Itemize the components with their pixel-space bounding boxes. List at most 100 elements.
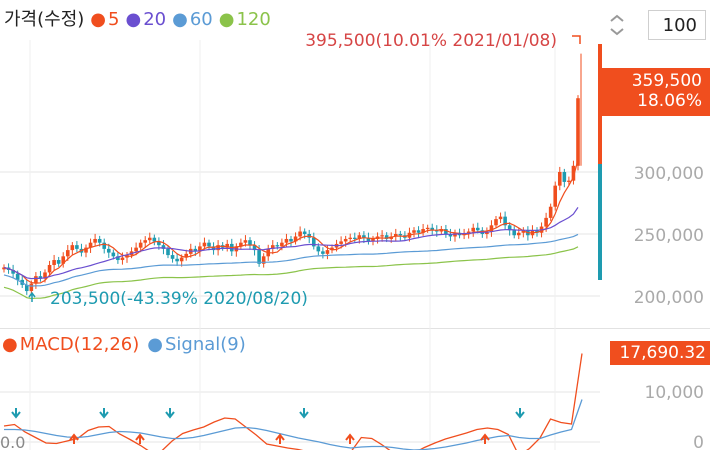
candle-body (339, 241, 343, 244)
sell-signal-icon (299, 408, 309, 419)
candle-body (494, 219, 498, 226)
candle-body (516, 232, 521, 236)
candle-body (512, 230, 517, 236)
candle-body (544, 217, 548, 227)
candle-body (471, 227, 476, 232)
legend-dot-icon: ● (2, 334, 18, 355)
candle-body (270, 245, 275, 249)
candle-body (179, 257, 184, 262)
candle-body (289, 238, 293, 242)
candle-body (298, 231, 302, 237)
macd-legend-item: Signal(9) (165, 334, 246, 355)
legend-dot-icon: ● (90, 9, 106, 30)
candle-body (43, 272, 47, 279)
candle-body (56, 260, 61, 264)
candle-body (106, 248, 111, 253)
buy-signal-icon (480, 433, 490, 444)
candle-body (521, 230, 526, 233)
candle-body (444, 229, 448, 234)
buy-signal-icon (135, 433, 145, 444)
candle-body (161, 245, 166, 249)
legend-dot-icon: ● (147, 334, 163, 355)
candle-body (97, 238, 102, 243)
range-bar-up (598, 44, 602, 164)
legend-dot-icon: ● (219, 9, 235, 30)
high-annotation: 395,500(10.01% 2021/01/08) (305, 31, 557, 51)
high-arrow-icon (572, 35, 581, 44)
candle-body (571, 165, 576, 181)
candle-body (193, 248, 198, 252)
candle-body (239, 242, 243, 247)
candle-body (93, 238, 97, 243)
candle-body (248, 240, 252, 246)
candle-body (352, 237, 357, 239)
range-bar-down (598, 164, 602, 280)
candle-body (70, 245, 75, 251)
candle-body (576, 98, 580, 166)
candle-body (166, 248, 170, 256)
ma-line-20 (3, 207, 579, 280)
candle-body (416, 230, 421, 233)
candle-body (507, 225, 512, 231)
candle-body (371, 238, 375, 242)
candle-body (448, 234, 453, 237)
legend-item-5: 5 (108, 9, 119, 30)
candle-body (75, 245, 79, 249)
candle-body (216, 245, 220, 251)
macd-legend-item: MACD(12,26) (20, 334, 140, 355)
macd-left-tick: 0.0 (0, 433, 25, 450)
candle-body (29, 283, 34, 292)
candle-body (366, 237, 371, 242)
macd-value-badge: 17,690.32 (610, 341, 710, 365)
sell-signal-icon (165, 408, 175, 419)
candle-body (65, 250, 70, 257)
candle-body (302, 231, 307, 234)
candle-body (498, 216, 503, 220)
stepper-control[interactable] (606, 12, 628, 38)
candle-body (207, 242, 211, 247)
zoom-input[interactable]: 100 (648, 10, 706, 40)
candle-body (134, 247, 138, 252)
candle-body (175, 258, 179, 262)
chevron-up-icon (610, 14, 624, 22)
candle-body (343, 238, 348, 242)
candle-body (84, 247, 88, 253)
candle-body (475, 227, 480, 231)
candle-body (261, 256, 266, 264)
candle-body (184, 253, 189, 258)
candle-body (225, 243, 230, 248)
candle-body (503, 216, 507, 226)
low-arrow-icon (28, 291, 36, 302)
candle-body (280, 242, 284, 247)
candle-body (284, 238, 289, 243)
ma-line-60 (3, 233, 579, 287)
legend-item-60: 60 (190, 9, 213, 30)
candle-body (88, 242, 93, 248)
macd-tick-label: 10,000 (645, 383, 704, 403)
candle-body (562, 172, 567, 182)
candle-body (430, 227, 435, 231)
candle-body (380, 235, 384, 237)
candle-body (157, 241, 161, 246)
buy-signal-icon (275, 433, 285, 444)
candle-body (120, 257, 125, 261)
candle-body (412, 230, 416, 233)
candle-body (34, 276, 38, 284)
candle-body (116, 256, 120, 261)
sell-signal-icon (99, 408, 109, 419)
candle-body (143, 240, 148, 243)
candle-body (257, 250, 261, 264)
candle-body (362, 235, 366, 238)
ma-line-120 (3, 246, 579, 300)
candle-body (557, 172, 562, 186)
sell-signal-icon (515, 408, 525, 419)
ma-line-5 (3, 159, 579, 284)
legend-title: 가격(수정) (4, 9, 84, 30)
candle-body (202, 242, 207, 247)
candle-body (548, 206, 553, 218)
price-badge-price: 359,500 (631, 71, 702, 91)
price-chart: 300,000 250,000 200,000 395,500(10.01% 2021… (0, 9, 704, 328)
candle-body (11, 269, 15, 274)
candle-body (489, 225, 494, 232)
